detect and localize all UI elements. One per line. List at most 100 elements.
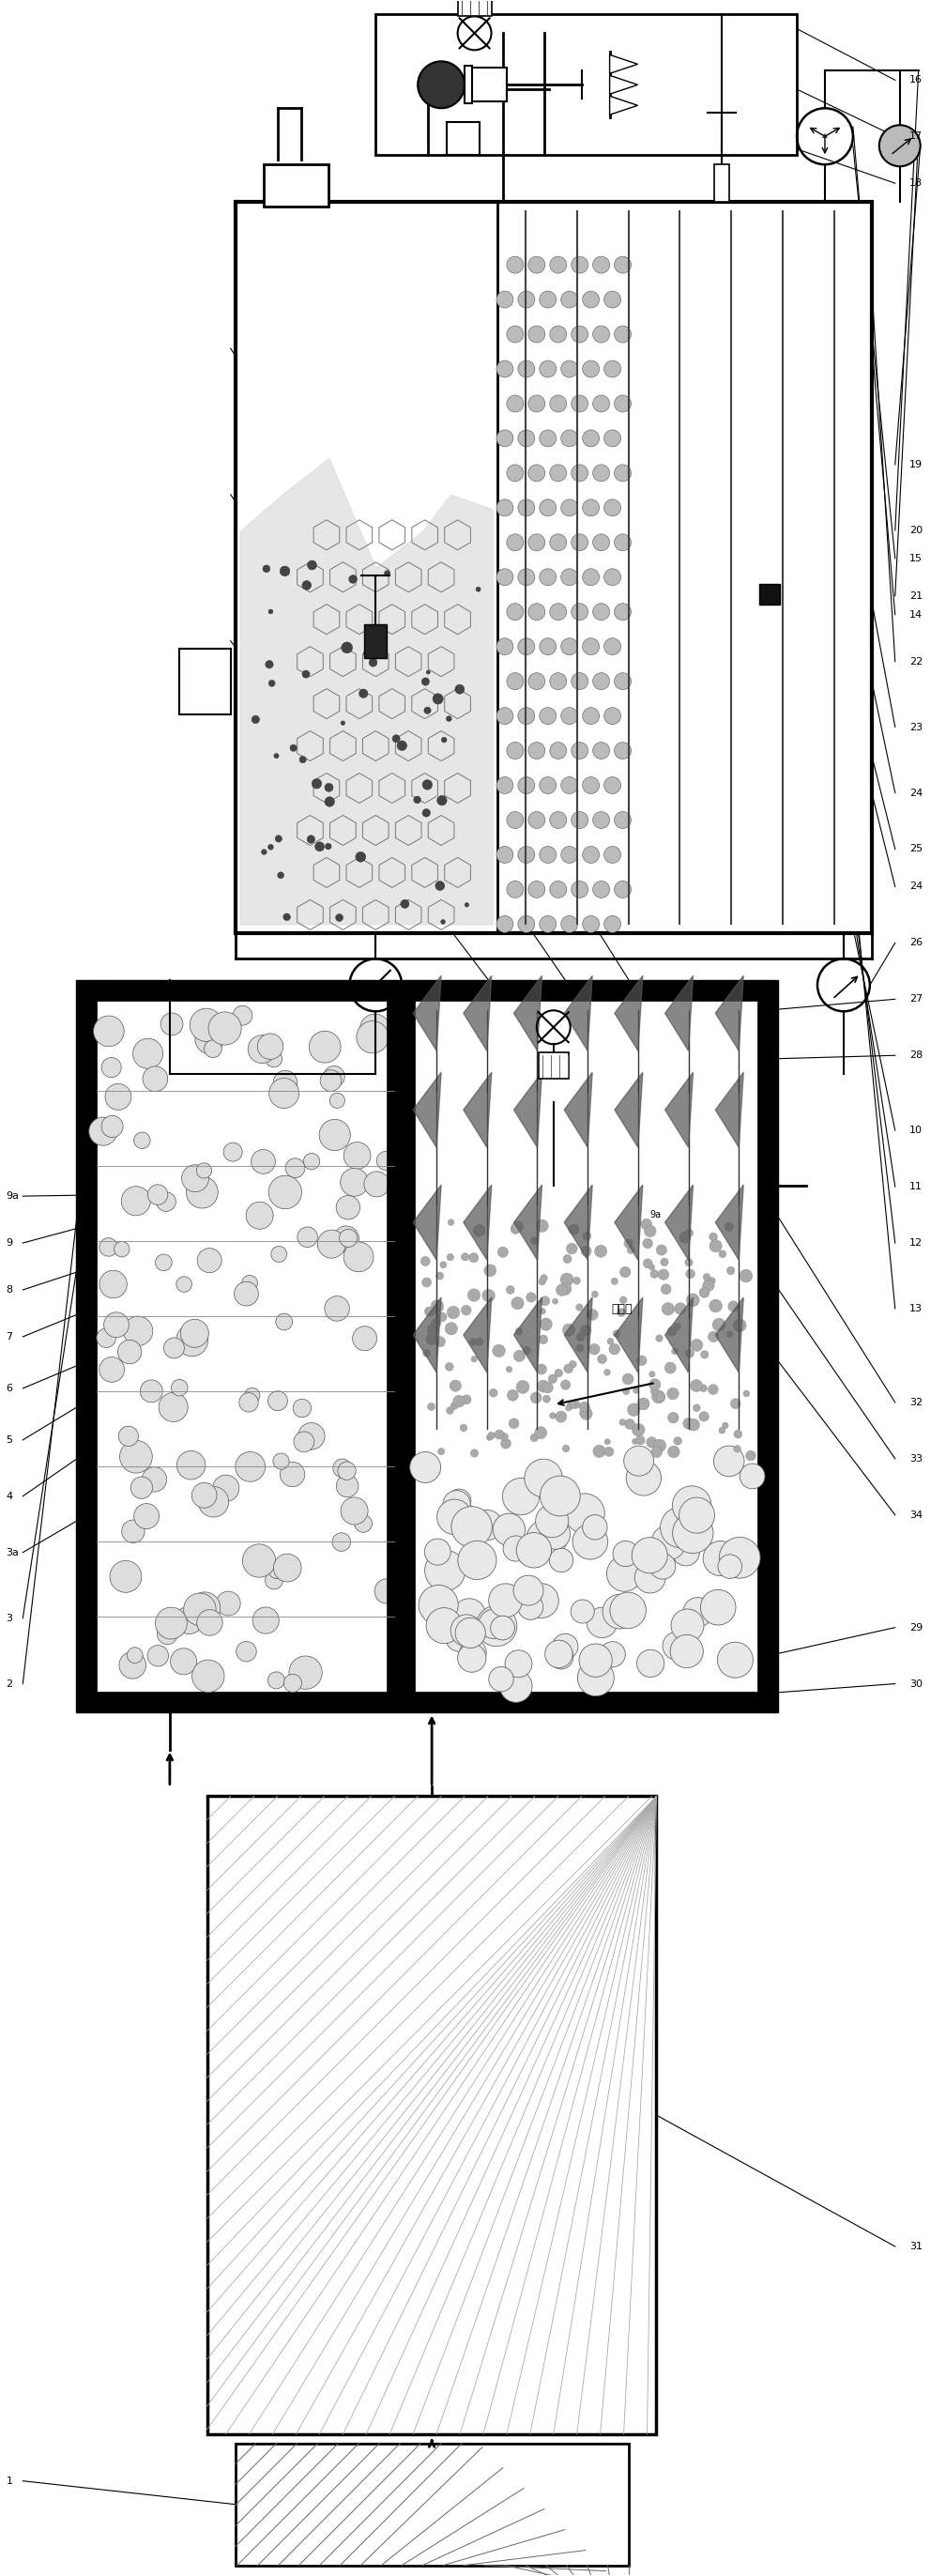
Circle shape xyxy=(671,1610,704,1641)
Circle shape xyxy=(315,842,324,850)
Bar xyxy=(538,1054,569,1079)
Circle shape xyxy=(134,1504,159,1528)
Circle shape xyxy=(692,1425,697,1430)
Circle shape xyxy=(604,1448,614,1455)
Circle shape xyxy=(393,734,400,742)
Circle shape xyxy=(568,1401,576,1409)
Circle shape xyxy=(242,1275,257,1291)
Circle shape xyxy=(101,1059,121,1077)
Circle shape xyxy=(117,1340,142,1363)
Circle shape xyxy=(426,1334,437,1345)
Circle shape xyxy=(561,430,578,446)
Circle shape xyxy=(620,1267,631,1278)
Circle shape xyxy=(181,1319,209,1347)
Circle shape xyxy=(531,1391,541,1404)
Circle shape xyxy=(644,1226,656,1236)
Text: 34: 34 xyxy=(909,1510,922,1520)
Circle shape xyxy=(413,796,421,804)
Circle shape xyxy=(143,1066,167,1092)
Circle shape xyxy=(497,639,514,654)
Circle shape xyxy=(482,1288,495,1301)
Circle shape xyxy=(170,1649,197,1674)
Circle shape xyxy=(539,291,556,309)
Circle shape xyxy=(517,778,534,793)
Text: 31: 31 xyxy=(909,2241,922,2251)
Circle shape xyxy=(600,1641,625,1667)
Circle shape xyxy=(593,672,609,690)
Text: 29: 29 xyxy=(909,1623,922,1633)
Circle shape xyxy=(709,1383,718,1394)
Circle shape xyxy=(122,1520,145,1543)
Circle shape xyxy=(536,1218,549,1231)
Bar xyxy=(179,649,231,714)
Circle shape xyxy=(688,1419,700,1430)
Circle shape xyxy=(583,778,600,793)
Circle shape xyxy=(460,1425,467,1432)
Circle shape xyxy=(614,881,631,899)
Circle shape xyxy=(576,1332,585,1342)
Circle shape xyxy=(633,1388,639,1394)
Circle shape xyxy=(275,1314,292,1329)
Circle shape xyxy=(622,1597,645,1620)
Circle shape xyxy=(573,1278,580,1285)
Circle shape xyxy=(622,1388,629,1394)
Circle shape xyxy=(497,569,514,585)
Circle shape xyxy=(593,394,609,412)
Circle shape xyxy=(265,1571,283,1589)
Circle shape xyxy=(400,899,409,909)
Circle shape xyxy=(518,1595,543,1620)
Circle shape xyxy=(540,1476,580,1517)
Circle shape xyxy=(636,1435,645,1445)
Text: 28: 28 xyxy=(909,1051,922,1061)
Text: 6: 6 xyxy=(6,1383,12,1394)
Text: 32: 32 xyxy=(909,1399,922,1406)
Circle shape xyxy=(293,1399,311,1417)
Circle shape xyxy=(422,809,430,817)
Circle shape xyxy=(427,670,430,675)
Text: 30: 30 xyxy=(909,1680,922,1687)
Circle shape xyxy=(528,603,545,621)
Circle shape xyxy=(607,1337,614,1345)
Circle shape xyxy=(539,639,556,654)
Circle shape xyxy=(744,1391,749,1396)
Circle shape xyxy=(353,1327,377,1350)
Circle shape xyxy=(118,1427,138,1445)
Circle shape xyxy=(614,603,631,621)
Polygon shape xyxy=(564,1298,592,1373)
Circle shape xyxy=(472,1510,502,1540)
Polygon shape xyxy=(715,976,744,1051)
Circle shape xyxy=(604,1370,610,1376)
Circle shape xyxy=(587,1309,598,1319)
Circle shape xyxy=(713,1445,745,1476)
Circle shape xyxy=(269,680,275,688)
Circle shape xyxy=(649,1378,660,1391)
Circle shape xyxy=(336,1195,360,1218)
Circle shape xyxy=(268,845,273,850)
Text: 18: 18 xyxy=(909,178,922,188)
Circle shape xyxy=(673,1538,700,1566)
Circle shape xyxy=(593,1445,605,1458)
Circle shape xyxy=(637,1355,647,1365)
Circle shape xyxy=(341,1167,368,1195)
Circle shape xyxy=(719,1249,727,1257)
Circle shape xyxy=(604,848,621,863)
Circle shape xyxy=(703,1273,710,1280)
Circle shape xyxy=(471,1355,477,1363)
Circle shape xyxy=(223,1144,242,1162)
Circle shape xyxy=(583,708,600,724)
Bar xyxy=(77,981,779,1713)
Circle shape xyxy=(503,1535,529,1561)
Circle shape xyxy=(528,464,545,482)
Circle shape xyxy=(121,1188,150,1216)
Circle shape xyxy=(552,1633,578,1659)
Circle shape xyxy=(661,1283,671,1293)
Circle shape xyxy=(539,848,556,863)
Text: 5: 5 xyxy=(6,1435,12,1445)
Circle shape xyxy=(722,1422,728,1430)
Circle shape xyxy=(269,1079,299,1108)
Circle shape xyxy=(691,1340,703,1352)
Circle shape xyxy=(517,848,534,863)
Circle shape xyxy=(476,1605,517,1646)
Circle shape xyxy=(375,1579,399,1605)
Circle shape xyxy=(580,1409,587,1417)
